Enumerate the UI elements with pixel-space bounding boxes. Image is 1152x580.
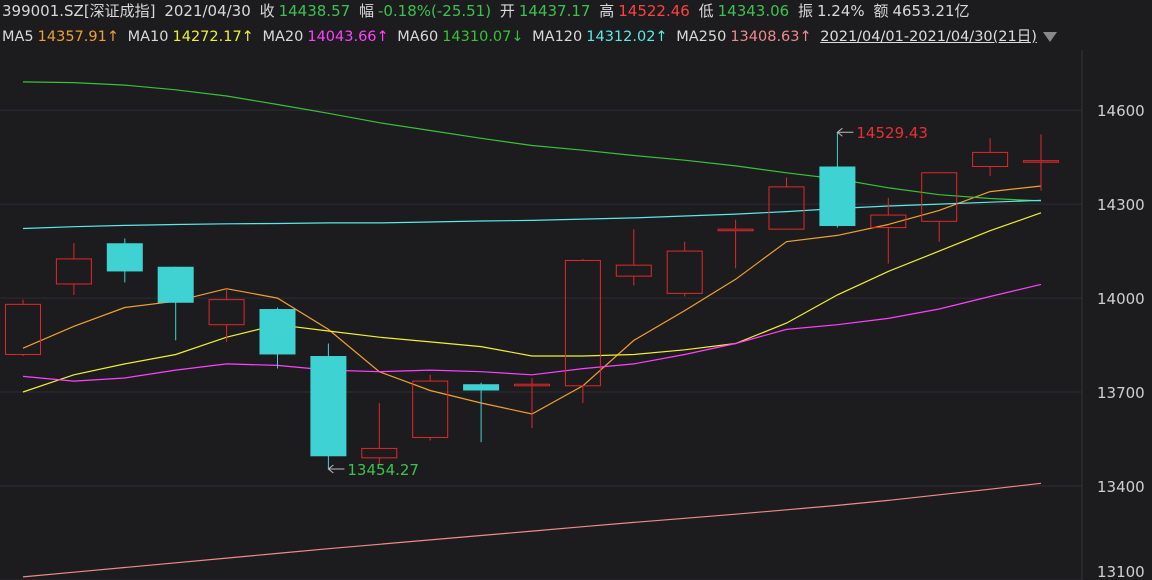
candle-body [463,384,500,391]
low-value: 14343.06 [717,2,790,20]
amount-label: 额 [873,2,889,20]
candle-body [921,172,958,222]
quote-header: 399001.SZ[深证成指] 2021/04/30 收 14438.57 幅 -0… [2,1,973,21]
candle [768,177,805,230]
candle [921,172,958,242]
ma5-label: MA5 [2,29,34,45]
candle [819,132,856,228]
ma60-value: 14310.07↓ [442,29,524,45]
ma5-value: 14357.91↑ [37,29,119,45]
candle [514,377,550,429]
candle [157,266,194,341]
candle [564,258,601,404]
candle [463,382,500,443]
candle-body [412,380,449,438]
candle [5,299,41,357]
candle [208,288,245,342]
candle-body [106,243,143,272]
y-tick-label: 14600 [1097,102,1145,120]
index-code[interactable]: 399001.SZ[深证成指] [2,2,156,20]
amplitude-label: 振 [797,2,813,20]
close-label: 收 [259,2,275,20]
candle-body [259,309,296,355]
candle [615,229,652,286]
annotation-arrow [836,127,843,137]
candle-body [208,299,245,326]
date-range-selector[interactable]: 2021/04/01-2021/04/30(21日) [820,29,1037,45]
y-tick-label: 13100 [1097,563,1145,580]
high-value: 14522.46 [618,2,690,20]
candle-body [819,166,856,227]
candlestick-chart[interactable]: 14529.43 13454.27 14600 14300 14000 13700 134… [0,50,1152,580]
candle-body [768,186,805,230]
open-value: 14437.17 [518,2,591,20]
y-tick-label: 14000 [1097,290,1145,308]
ma20-value: 14043.66↑ [307,29,389,45]
candles [5,132,1059,470]
low-annotation: 13454.27 [327,461,419,479]
candle [717,219,754,269]
candle [55,243,92,295]
candle-body [157,266,194,303]
candle [106,238,143,283]
candle-body [615,264,652,277]
candle-body [514,383,550,387]
candle-body [1023,160,1059,163]
candle [310,343,347,470]
ma20-label: MA20 [262,29,304,45]
change-label: 幅 [358,2,374,20]
candle-body [564,259,601,387]
annotation-arrow [327,464,334,474]
candle [870,197,907,264]
y-tick-label: 13700 [1097,384,1145,402]
ma10-label: MA10 [127,29,169,45]
y-tick-label: 14300 [1097,196,1145,214]
candle-body [972,151,1009,168]
annotation-label: 14529.43 [856,124,928,142]
candle-body [870,214,907,229]
low-label: 低 [698,2,714,20]
extreme-annotations: 14529.43 13454.27 [327,124,928,479]
candle [361,403,398,465]
ma-legend-bar: MA5 14357.91↑ MA10 14272.17↑ MA20 14043.66↑… [2,27,1061,47]
close-value: 14438.57 [278,2,351,20]
ma60-line [22,81,1042,202]
ma120-label: MA120 [532,29,583,45]
ma10-value: 14272.17↑ [172,29,254,45]
candle-body [361,447,398,459]
candle-body [55,258,92,285]
candle [666,241,703,297]
high-label: 高 [599,2,615,20]
ma120-value: 14312.02↑ [586,29,668,45]
open-label: 开 [499,2,515,20]
candle [1023,134,1059,191]
ma60-label: MA60 [397,29,439,45]
candle [259,307,296,369]
y-axis: 14600 14300 14000 13700 13400 13100 [1097,102,1145,580]
dropdown-triangle-icon[interactable] [1042,32,1057,42]
candle-body [666,250,703,294]
y-tick-label: 13400 [1097,478,1145,496]
amount-value: 4653.21亿 [892,2,970,20]
candle [972,138,1009,176]
ma250-label: MA250 [676,29,727,45]
ma250-line [22,482,1042,578]
candle-body [717,228,754,232]
amplitude-value: 1.24% [817,2,865,20]
ma10-line [22,212,1042,393]
candle-body [5,303,41,355]
annotation-label: 13454.27 [347,461,419,479]
ma120-line [22,199,1042,230]
candle [412,374,449,441]
ma250-value: 13408.63↑ [730,29,812,45]
candle-body [310,356,347,457]
quote-date: 2021/04/30 [164,2,251,20]
ma20-line [22,283,1042,382]
high-annotation: 14529.43 [836,124,928,142]
change-value: -0.18%(-25.51) [377,2,492,20]
